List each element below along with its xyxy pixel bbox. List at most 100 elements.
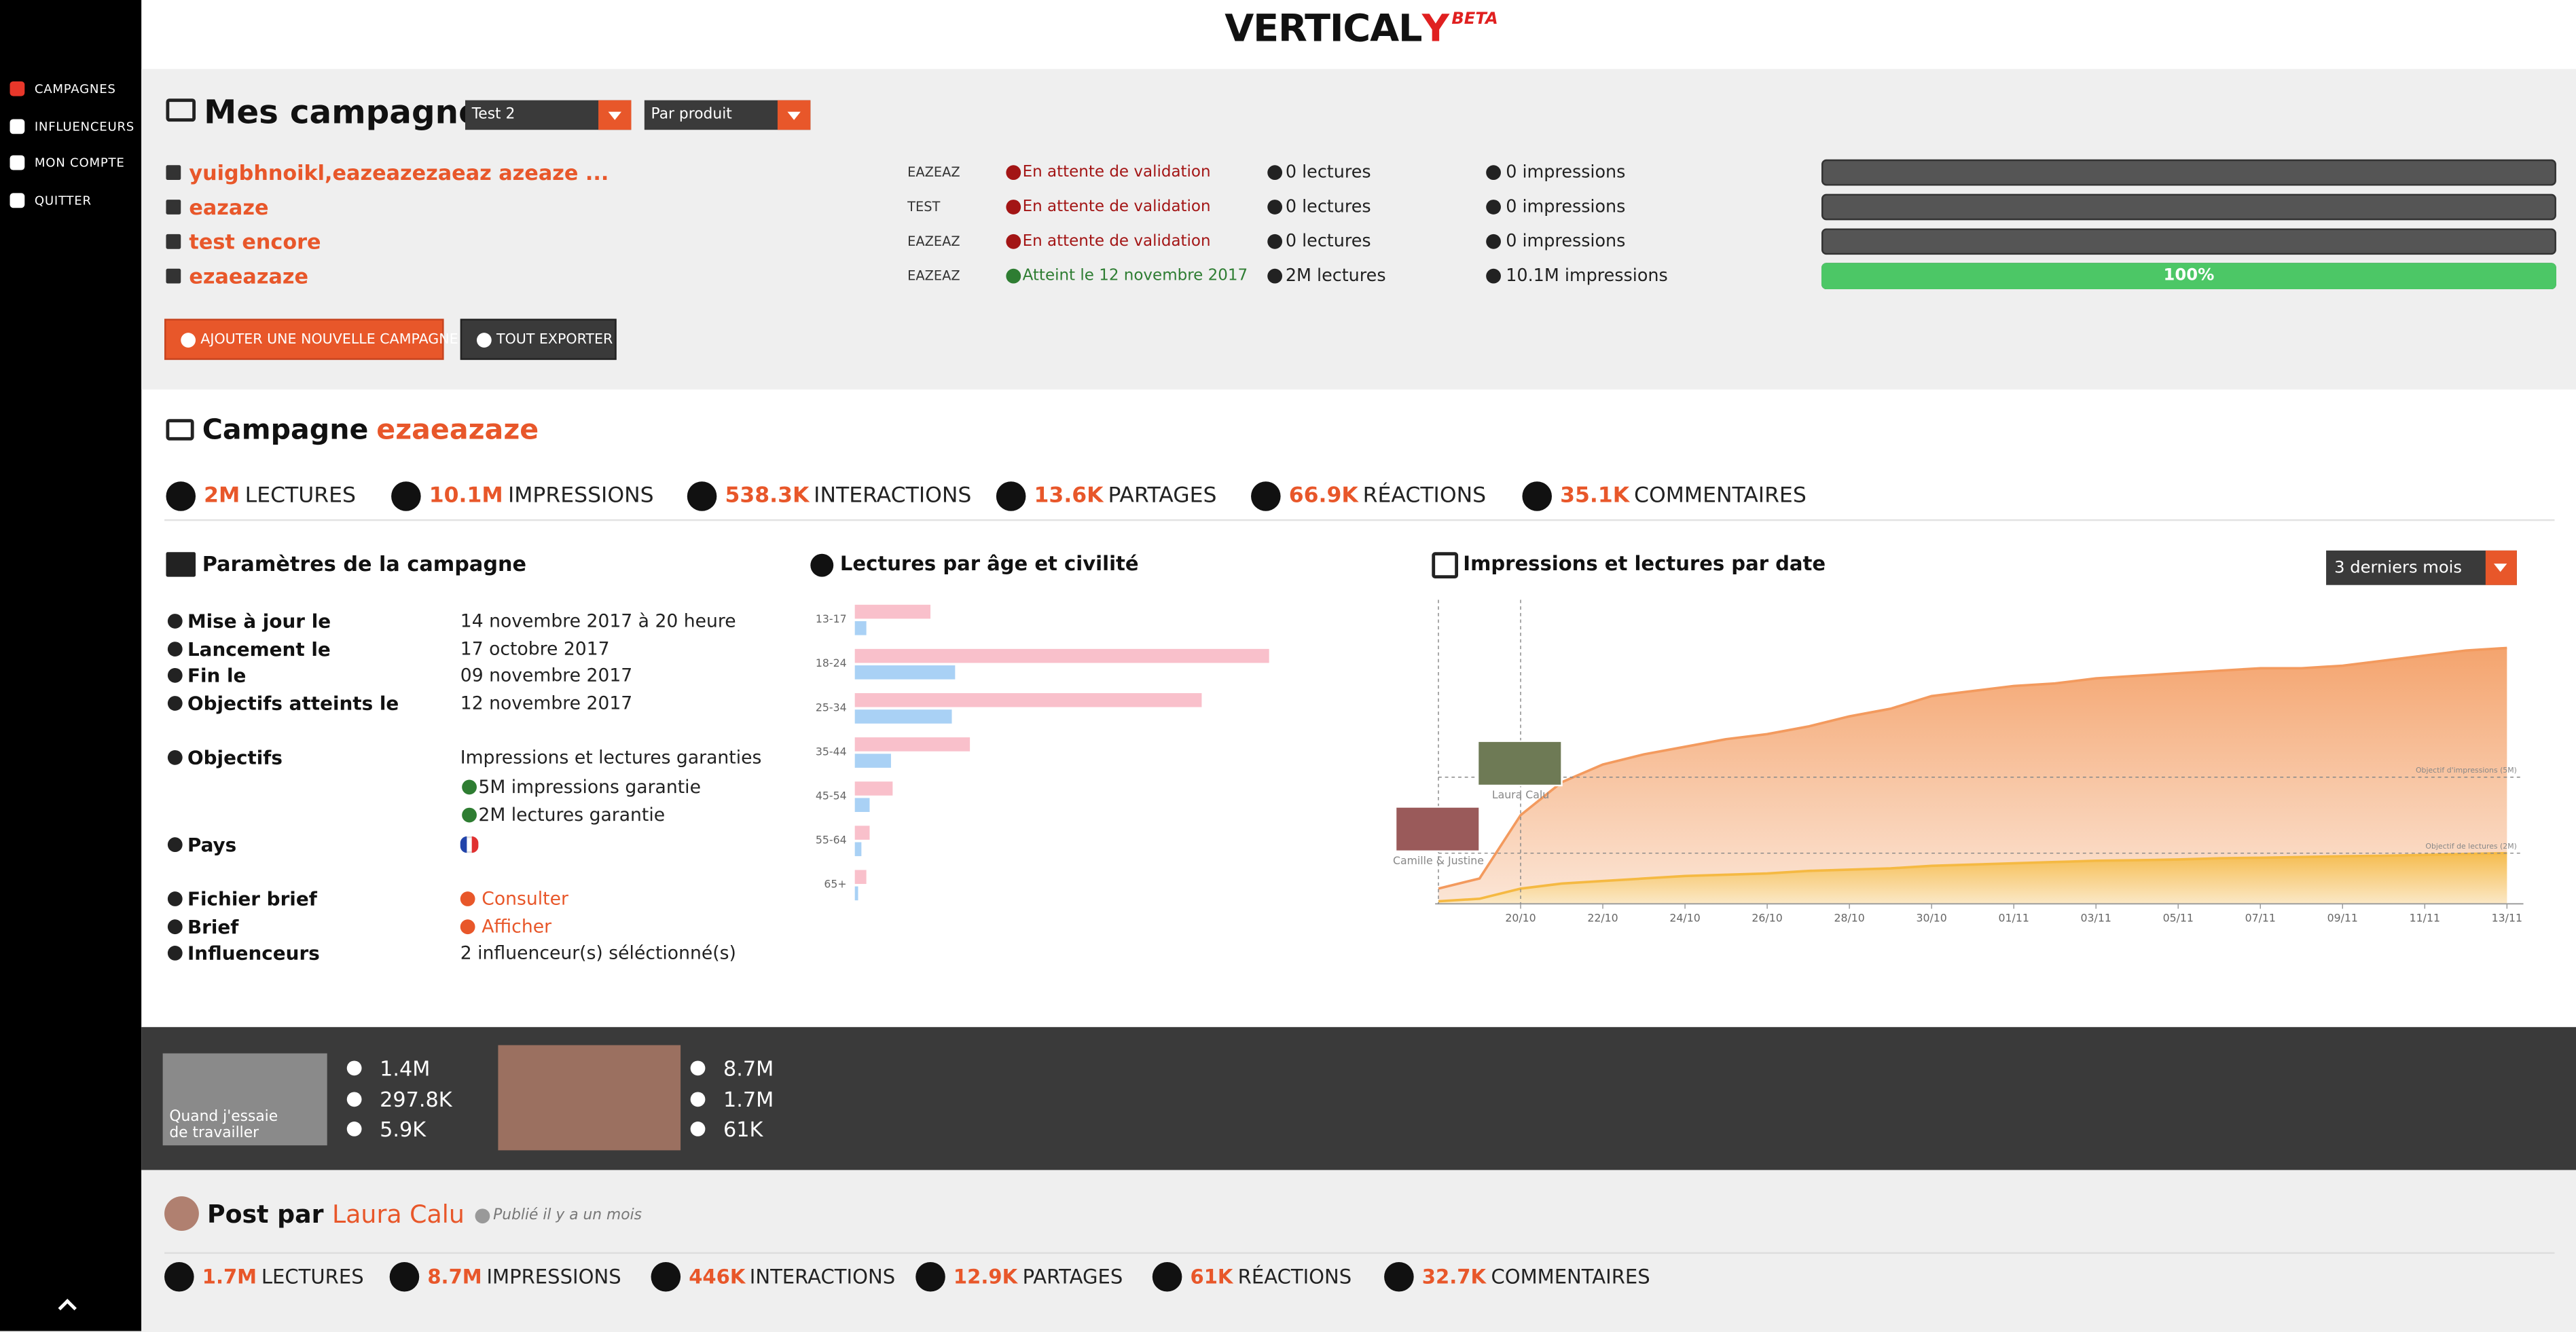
x-tick-label: 11/11 (2410, 912, 2440, 925)
progress-label: 100% (2163, 267, 2215, 285)
param-link[interactable]: Consulter (482, 888, 568, 910)
arrow (608, 111, 621, 120)
line (1438, 646, 2507, 890)
params-icon (166, 552, 196, 577)
post-stat: 297.8K (380, 1086, 452, 1111)
sidebar-item[interactable]: QUITTER (34, 192, 92, 207)
post-thumbnail[interactable] (162, 1053, 327, 1146)
avatar (164, 1196, 199, 1231)
x-tick-label: 03/11 (2081, 912, 2111, 925)
icon (1006, 165, 1021, 181)
stat-icon (1251, 481, 1281, 511)
y-tick-label: 65+ (824, 878, 846, 891)
icon (167, 946, 183, 961)
icon (1486, 234, 1501, 249)
param-item: 5M impressions garantie (478, 776, 701, 798)
select-text: 3 derniers mois (2334, 559, 2463, 578)
influencer-name: Laura Calu (1492, 788, 1549, 801)
folder-icon (166, 98, 196, 122)
stat-value: 2M (204, 483, 240, 509)
campaign-title: Campagne (202, 413, 369, 447)
stat-label: INTERACTIONS (814, 483, 972, 509)
goal-label: Objectif de lectures (2M) (2425, 842, 2516, 851)
y-tick-label: 25-34 (816, 701, 847, 714)
bar (854, 665, 956, 680)
icon (1267, 200, 1283, 215)
y-tick-label: 55-64 (816, 834, 847, 847)
post-panel (141, 1170, 2576, 1331)
line (1438, 851, 2507, 903)
influencer-thumb (1394, 806, 1481, 853)
param-link[interactable]: Afficher (482, 916, 552, 938)
bar (854, 870, 867, 885)
folder-open-icon (166, 419, 194, 441)
button-label: TOUT EXPORTER (496, 331, 613, 349)
icon (1006, 268, 1021, 284)
campaign-name[interactable]: ezaeazaze (189, 263, 309, 289)
campaign-name[interactable]: yuigbhnoikl,eazeazezaeaz azeaze ... (189, 160, 609, 185)
bar (854, 648, 1269, 663)
select[interactable] (2326, 550, 2517, 585)
stat-value: 538.3K (725, 483, 810, 509)
sidebar-item[interactable]: INFLUENCEURS (34, 118, 135, 134)
bar (854, 781, 893, 796)
campaign-name[interactable]: test encore (189, 229, 321, 254)
y-tick-label: 13-17 (816, 612, 847, 625)
sidebar-item[interactable]: MON COMPTE (34, 155, 125, 170)
campaign-code: EAZEAZ (907, 165, 960, 181)
post-thumbnail[interactable] (498, 1045, 681, 1151)
param-label: Mise à jour le (187, 610, 331, 633)
sidebar-item[interactable]: CAMPAGNES (34, 81, 116, 96)
progress-track (1821, 228, 2556, 255)
panel-title: Paramètres de la campagne (202, 551, 527, 576)
icon (475, 1208, 490, 1224)
stat-value: 10.1M (429, 483, 503, 509)
logo-accent: Y (1421, 8, 1450, 52)
icon (1006, 234, 1021, 249)
section-title: Mes campagnes (204, 92, 501, 132)
goal-label: Objectif d'impressions (5M) (2416, 766, 2517, 775)
icon (181, 331, 196, 347)
bar (854, 692, 1202, 707)
x-tick-label: 26/10 (1752, 912, 1782, 925)
bar (854, 886, 858, 901)
bar (854, 798, 870, 812)
icon (1486, 165, 1501, 181)
chart-title: Impressions et lectures par date (1463, 552, 1826, 576)
sidebar (0, 0, 142, 1331)
x-tick-label: 09/11 (2327, 912, 2358, 925)
campaign-lectures: 0 lectures (1285, 162, 1371, 183)
stat-value: 66.9K (1288, 483, 1358, 509)
post-author: Laura Calu (331, 1200, 465, 1229)
stat-icon (389, 1261, 420, 1292)
icon (167, 891, 183, 906)
stat-label: INTERACTIONS (749, 1265, 896, 1289)
progress-track (1821, 159, 2556, 186)
campaign-status: En attente de validation (1022, 198, 1211, 217)
campaign-lectures: 0 lectures (1285, 197, 1371, 217)
thumbnail-caption: Quand j'essaie de travailler (169, 1109, 278, 1143)
param-label: Fichier brief (187, 887, 317, 910)
x-tick-label: 22/10 (1587, 912, 1618, 925)
param-label: Objectifs atteints le (187, 692, 399, 715)
stat-icon (391, 481, 421, 511)
campaign-name[interactable]: eazaze (189, 194, 269, 220)
stat-label: RÉACTIONS (1362, 483, 1487, 509)
bar (854, 621, 867, 635)
campaign-impressions: 0 impressions (1506, 197, 1626, 217)
param-value: 14 novembre 2017 à 20 heure (460, 610, 736, 632)
icon (10, 155, 25, 170)
logo: VERTICAL (1224, 8, 1422, 52)
stat-icon (915, 1261, 945, 1292)
campaign-status: En attente de validation (1022, 232, 1211, 251)
button[interactable] (164, 318, 444, 360)
icon (460, 891, 475, 906)
stat-value: 35.1K (1560, 483, 1630, 509)
flag-white (466, 836, 472, 853)
post-prefix: Post par (206, 1200, 324, 1229)
x-tick-label: 20/10 (1505, 912, 1536, 925)
param-value: Impressions et lectures garanties (460, 747, 762, 769)
arrow (787, 111, 801, 120)
